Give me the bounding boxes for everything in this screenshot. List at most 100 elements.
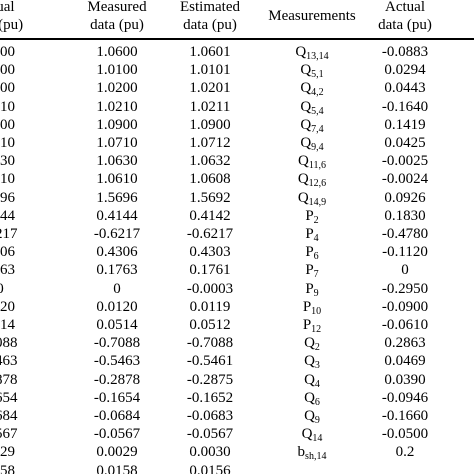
measurement-name-cell: Q2 bbox=[262, 334, 362, 353]
actual-data-2-cell: 0.1830 bbox=[384, 207, 426, 224]
actual-data-cell: -7088 bbox=[0, 335, 18, 352]
actual-data-2-cell: 0.2863 bbox=[384, 335, 426, 352]
measurement-symbol: Q bbox=[297, 171, 309, 188]
actual-data-cell: 0100 bbox=[0, 62, 15, 79]
measured-data-cell: -0.0684 bbox=[93, 408, 141, 424]
estimated-data-cell: -0.1652 bbox=[186, 389, 234, 406]
measured-data-2-cell: 0. bbox=[444, 79, 474, 97]
measurement-name-cell: Q6 bbox=[262, 389, 362, 408]
measurement-subscript: 6 bbox=[314, 396, 320, 408]
measurement-subscript: 13,14 bbox=[306, 51, 329, 62]
measurement-symbol: b bbox=[297, 444, 306, 461]
measurement-subscript: 10 bbox=[311, 305, 322, 317]
measured-data-2-cell: -0 bbox=[444, 298, 474, 316]
measured-data-cell: -0.2878 bbox=[93, 371, 141, 388]
measurement-symbol: P bbox=[302, 298, 312, 315]
actual-data-2-cell: 0 bbox=[401, 262, 409, 279]
actual-data-cell: -2878 bbox=[0, 371, 18, 388]
actual-data-2-cell: 0.0469 bbox=[384, 353, 426, 370]
actual-data-cell: 0029 bbox=[0, 444, 15, 461]
measured-data-cell: 1.0630 bbox=[96, 153, 138, 170]
estimated-data-cell: 0.1761 bbox=[189, 262, 231, 279]
measurement-name-cell: Q4,2 bbox=[262, 79, 362, 99]
actual-data-2-cell: -0.0610 bbox=[381, 317, 429, 333]
table-row: 0900 1.0900 1.0900 Q7,4 0.1419 0. bbox=[0, 116, 474, 135]
measurement-symbol: P bbox=[305, 262, 314, 279]
measured-data-2-cell: -0 bbox=[444, 225, 474, 243]
header-measurements-line1: Measurements bbox=[268, 8, 356, 24]
actual-data-cell: 0210 bbox=[0, 98, 15, 115]
actual-data-2-cell: 0.0926 bbox=[384, 189, 426, 206]
measurement-symbol: Q bbox=[304, 389, 315, 406]
header-measured2-line2: dat bbox=[444, 16, 474, 34]
measurement-symbol: P bbox=[302, 317, 312, 333]
actual-data-2-cell: -0.1640 bbox=[381, 98, 429, 115]
actual-data-cell: -6217 bbox=[0, 226, 18, 242]
table-row: -1654 -0.1654 -0.1652 Q6 -0.0946 -0 bbox=[0, 389, 474, 408]
measured-data-cell: 0.0029 bbox=[96, 444, 138, 461]
actual-data-cell: -5463 bbox=[0, 353, 18, 370]
estimated-data-cell: 0.0119 bbox=[189, 298, 231, 315]
header-rule bbox=[0, 38, 474, 40]
measured-data-2-cell: 0. bbox=[444, 207, 474, 225]
measurement-name-cell: Q14 bbox=[262, 425, 362, 444]
table-row: -2878 -0.2878 -0.2875 Q4 0.0390 0. bbox=[0, 371, 474, 390]
measured-data-2-cell bbox=[444, 443, 474, 461]
estimated-data-cell: 0.4142 bbox=[189, 207, 231, 224]
measurement-subscript: 4,2 bbox=[311, 87, 324, 99]
estimated-data-cell: 1.0632 bbox=[189, 153, 231, 170]
actual-data-2-cell: -0.0883 bbox=[381, 44, 429, 60]
measurement-symbol: Q bbox=[298, 153, 309, 170]
actual-data-2-cell: -0.2950 bbox=[381, 280, 429, 297]
measurement-name-cell: Q5,1 bbox=[262, 61, 362, 81]
measurement-name-cell: P9 bbox=[262, 280, 362, 299]
actual-data-cell: 0710 bbox=[0, 135, 15, 151]
actual-data-2-cell: -0.0025 bbox=[381, 153, 429, 170]
measurement-symbol: P bbox=[305, 280, 314, 297]
measurement-subscript: 5,1 bbox=[311, 69, 324, 81]
table-row: 5696 1.5696 1.5692 Q14,9 0.0926 0. bbox=[0, 189, 474, 208]
measurement-symbol: Q bbox=[300, 80, 312, 97]
measurement-subscript: 12,6 bbox=[308, 178, 327, 190]
actual-data-cell: 0900 bbox=[0, 116, 15, 133]
measured-data-cell: -0.1654 bbox=[93, 389, 141, 406]
estimated-data-cell: 1.0712 bbox=[189, 135, 231, 151]
measurement-symbol: Q bbox=[304, 353, 315, 370]
measurement-subscript: 12 bbox=[311, 324, 322, 335]
measurement-symbol: Q bbox=[301, 426, 313, 443]
header-measured2-line1: Me bbox=[444, 0, 474, 16]
measurement-subscript: 11,6 bbox=[308, 160, 326, 172]
table-row: 1763 0.1763 0.1761 P7 0 bbox=[0, 261, 474, 280]
header-actual-data: ctual ata (pu) bbox=[0, 0, 40, 34]
estimated-data-cell: 0.0030 bbox=[189, 444, 231, 461]
measurement-subscript: 4 bbox=[314, 378, 320, 390]
measurement-symbol: Q bbox=[300, 98, 312, 115]
estimated-data-cell: -0.0567 bbox=[186, 426, 234, 443]
measured-data-cell: -0.7088 bbox=[93, 335, 141, 352]
actual-data-cell: 0600 bbox=[0, 44, 15, 60]
actual-data-2-cell bbox=[365, 462, 445, 474]
actual-data-cell: 0610 bbox=[0, 171, 15, 188]
measurement-name-cell: Q9,4 bbox=[262, 134, 362, 153]
measurement-subscript: 4 bbox=[313, 233, 319, 244]
measured-data-cell: -0.6217 bbox=[93, 226, 141, 242]
header-actual-line2: ata (pu) bbox=[0, 17, 24, 33]
measurement-subscript: 14,9 bbox=[308, 196, 327, 208]
header-measured-line2: data (pu) bbox=[90, 17, 144, 33]
measured-data-cell: 1.0210 bbox=[96, 98, 138, 115]
actual-data-2-cell: -0.1660 bbox=[381, 408, 429, 424]
estimated-data-cell: -0.0003 bbox=[186, 280, 234, 297]
measured-data-cell: 1.0900 bbox=[96, 116, 138, 133]
measurement-symbol: Q bbox=[304, 408, 315, 424]
measurement-symbol: P bbox=[305, 244, 314, 261]
measured-data-cell: 1.0600 bbox=[96, 44, 138, 60]
measurement-name-cell: bsh,14 bbox=[262, 443, 362, 462]
estimated-data-cell: 1.0201 bbox=[189, 80, 231, 97]
measurement-name-cell: Q14,9 bbox=[262, 189, 362, 208]
measured-data-2-cell: -0 bbox=[444, 280, 474, 298]
measurement-name-cell: P10 bbox=[262, 298, 362, 317]
table-row: 0600 1.0600 1.0601 Q13,14 -0.0883 -0 bbox=[0, 43, 474, 62]
estimated-data-cell: 0.0512 bbox=[189, 317, 231, 333]
measurement-name-cell: P6 bbox=[262, 243, 362, 262]
measured-data-cell: 1.0100 bbox=[96, 62, 138, 79]
